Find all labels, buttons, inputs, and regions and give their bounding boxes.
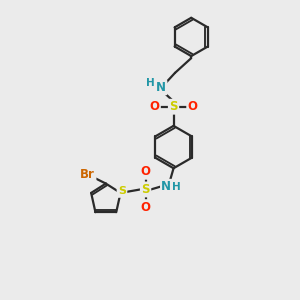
Text: S: S: [169, 100, 178, 113]
Text: N: N: [156, 81, 166, 94]
Text: O: O: [141, 201, 151, 214]
Text: N: N: [161, 180, 171, 193]
Text: O: O: [188, 100, 198, 113]
Text: H: H: [146, 78, 155, 88]
Text: S: S: [141, 183, 150, 196]
Text: O: O: [149, 100, 159, 113]
Text: H: H: [172, 182, 181, 191]
Text: O: O: [141, 165, 151, 178]
Text: Br: Br: [80, 168, 95, 181]
Text: S: S: [118, 186, 126, 197]
